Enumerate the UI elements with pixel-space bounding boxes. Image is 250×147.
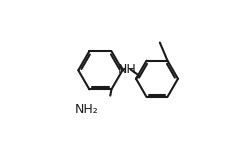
Text: NH₂: NH₂ bbox=[74, 103, 98, 116]
Text: NH: NH bbox=[118, 63, 137, 76]
